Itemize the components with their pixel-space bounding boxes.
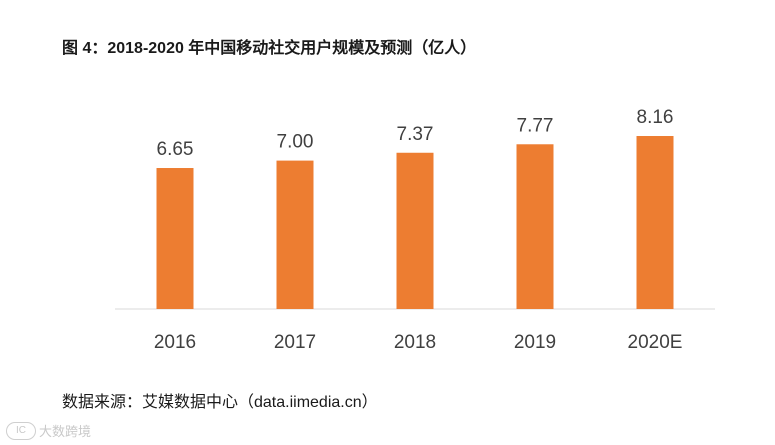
x-tick-label-2020E: 2020E (628, 332, 683, 353)
bar-2016 (156, 168, 194, 309)
bar-2020E (636, 136, 674, 309)
bar-2018 (396, 152, 434, 309)
value-labels-group: 6.65 7.00 7.37 7.77 8.16 (157, 107, 674, 160)
source-note: 数据来源：艾媒数据中心（data.iimedia.cn） (62, 394, 378, 411)
bars-group (156, 136, 674, 309)
bar-2017 (276, 160, 314, 309)
chart-title: 图 4：2018-2020 年中国移动社交用户规模及预测（亿人） (62, 40, 477, 57)
x-tick-labels-group: 2016 2017 2018 2019 2020E (154, 332, 683, 353)
x-tick-label-2018: 2018 (394, 332, 436, 353)
value-label-2018: 7.37 (397, 124, 434, 145)
x-tick-label-2016: 2016 (154, 332, 196, 353)
value-label-2019: 7.77 (517, 115, 554, 136)
watermark: IC 大数跨境 (6, 421, 91, 440)
x-tick-label-2017: 2017 (274, 332, 316, 353)
x-tick-label-2019: 2019 (514, 332, 556, 353)
value-label-2017: 7.00 (277, 132, 314, 153)
bar-2019 (516, 144, 554, 309)
value-label-2016: 6.65 (157, 139, 194, 160)
watermark-logo-icon: IC (6, 421, 36, 440)
watermark-text: 大数跨境 (39, 424, 92, 439)
value-label-2020E: 8.16 (637, 107, 674, 128)
